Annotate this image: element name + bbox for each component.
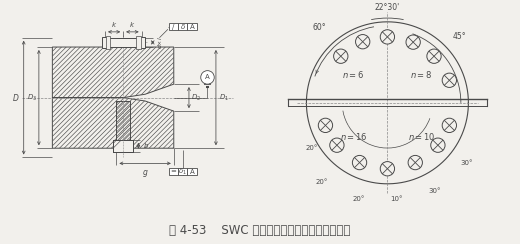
Text: 20°: 20° [306,145,318,151]
Text: 60°: 60° [313,23,327,32]
Circle shape [334,49,348,63]
Bar [113,140,133,152]
Text: $D$: $D$ [11,92,19,103]
Bar [168,23,178,30]
Text: $n=8$: $n=8$ [410,69,433,80]
Text: $n=10$: $n=10$ [408,131,435,142]
Text: 图 4-53    SWC 型万向联轴器相配件的连接尺寸: 图 4-53 SWC 型万向联轴器相配件的连接尺寸 [170,224,350,237]
Circle shape [431,138,445,152]
Text: $k$: $k$ [111,20,118,29]
Circle shape [318,118,333,132]
Text: /: / [172,24,175,30]
Text: $D_2$: $D_2$ [191,92,201,103]
Text: $D_1$: $D_1$ [219,92,229,103]
Text: 20°: 20° [353,196,366,202]
Text: $D_3$: $D_3$ [27,92,37,103]
Bar [102,37,108,48]
Circle shape [201,71,214,84]
Text: $b$: $b$ [142,141,149,150]
Text: 22°30': 22°30' [375,3,400,12]
Text: $\delta$: $\delta$ [179,22,186,31]
Text: $k$: $k$ [129,20,136,29]
Circle shape [406,35,420,49]
Circle shape [442,118,457,132]
Circle shape [353,155,367,170]
Circle shape [427,49,441,63]
Text: $n=6$: $n=6$ [342,69,365,80]
Text: 10°: 10° [391,196,403,202]
Text: A: A [205,74,210,80]
Text: A: A [189,169,194,175]
Bar [168,168,178,175]
Circle shape [330,138,344,152]
Text: A: A [189,24,194,30]
Text: 30°: 30° [460,160,473,166]
Circle shape [356,35,370,49]
Text: 45°: 45° [452,32,466,41]
Bar [187,23,197,30]
Text: $\delta_1$: $\delta_1$ [178,167,187,177]
Bar [136,36,140,49]
Bar [108,38,138,47]
Bar [187,168,197,175]
Bar [138,37,145,48]
Text: 20°: 20° [315,179,328,185]
Text: $g$: $g$ [142,168,148,179]
Bar [106,36,110,49]
Text: =: = [171,169,176,175]
Bar [178,168,187,175]
Circle shape [380,162,395,176]
Text: $d{\times}l$: $d{\times}l$ [156,36,164,49]
Circle shape [442,73,457,87]
Text: 30°: 30° [428,188,441,194]
Circle shape [408,155,422,170]
Bar [178,23,187,30]
Text: $n=16$: $n=16$ [340,131,367,142]
Circle shape [380,30,395,44]
